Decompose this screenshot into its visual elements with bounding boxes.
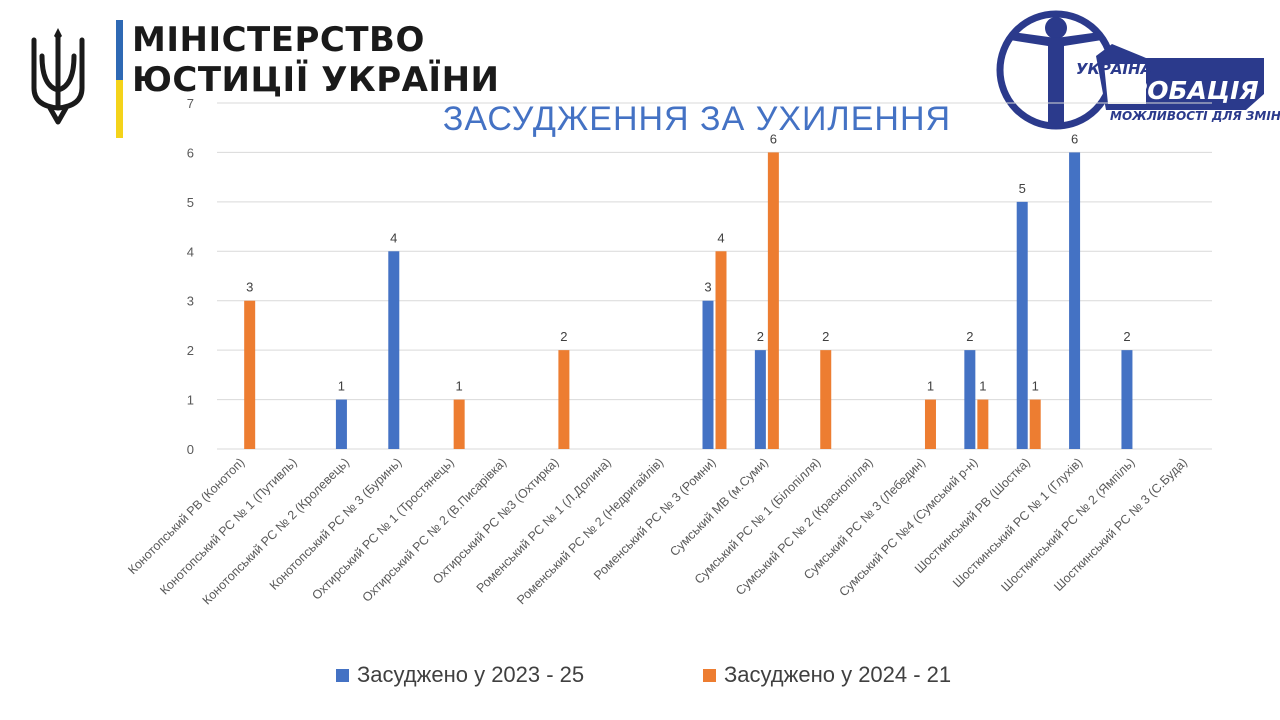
data-label: 3 <box>246 280 253 295</box>
probation-logo: УКРАЇНА ПРОБАЦІЯ МОЖЛИВОСТІ ДЛЯ ЗМІН <box>996 6 1280 140</box>
y-tick-label: 6 <box>187 145 194 160</box>
data-label: 1 <box>927 379 934 394</box>
legend-label: Засуджено у 2023 - 25 <box>357 662 584 687</box>
ministry-name-line1: МІНІСТЕРСТВО <box>132 20 425 60</box>
data-label: 4 <box>717 230 724 245</box>
data-label: 6 <box>1071 131 1078 146</box>
ministry-name-line2: ЮСТИЦІЇ УКРАЇНИ <box>132 60 500 100</box>
legend-swatch <box>703 669 716 682</box>
bar <box>388 251 400 449</box>
y-tick-label: 3 <box>187 294 194 309</box>
probation-country: УКРАЇНА <box>1076 60 1153 78</box>
bar <box>1121 350 1133 449</box>
probation-slogan: МОЖЛИВОСТІ ДЛЯ ЗМІН <box>1110 109 1280 123</box>
bar <box>977 399 989 449</box>
bar <box>1029 399 1041 449</box>
data-label: 4 <box>390 230 397 245</box>
data-label: 5 <box>1019 181 1026 196</box>
bar <box>767 152 779 449</box>
flag-yellow-bar <box>116 80 123 138</box>
bar <box>1069 152 1081 449</box>
y-tick-label: 7 <box>187 96 194 111</box>
trident-icon <box>31 28 85 125</box>
legend-swatch <box>336 669 349 682</box>
ministry-logo: МІНІСТЕРСТВО ЮСТИЦІЇ УКРАЇНИ <box>28 20 499 140</box>
y-tick-label: 1 <box>187 393 194 408</box>
bar <box>715 251 727 449</box>
bar <box>558 350 570 449</box>
data-label: 2 <box>822 329 829 344</box>
bar <box>244 300 256 449</box>
data-label: 2 <box>966 329 973 344</box>
bar <box>924 399 936 449</box>
bar <box>820 350 832 449</box>
data-label: 6 <box>770 131 777 146</box>
y-tick-label: 5 <box>187 195 194 210</box>
bar <box>453 399 465 449</box>
data-label: 1 <box>338 379 345 394</box>
data-label: 1 <box>456 379 463 394</box>
y-tick-label: 4 <box>187 244 194 259</box>
y-tick-label: 2 <box>187 343 194 358</box>
bar <box>702 300 714 449</box>
data-label: 1 <box>1032 379 1039 394</box>
bar <box>754 350 766 449</box>
bar <box>964 350 976 449</box>
legend-label: Засуджено у 2024 - 21 <box>724 662 951 687</box>
chart-title: ЗАСУДЖЕННЯ ЗА УХИЛЕННЯ <box>443 100 951 138</box>
probation-emblem-icon <box>996 10 1264 130</box>
data-label: 2 <box>1123 329 1130 344</box>
bar <box>335 399 347 449</box>
x-tick-label: Сумський МВ (м.Суми) <box>667 455 771 559</box>
data-label: 2 <box>757 329 764 344</box>
data-label: 2 <box>560 329 567 344</box>
y-tick-label: 0 <box>187 442 194 457</box>
flag-blue-bar <box>116 20 123 80</box>
probation-name: ПРОБАЦІЯ <box>1108 76 1259 105</box>
data-label: 3 <box>704 280 711 295</box>
data-label: 1 <box>979 379 986 394</box>
bar <box>1016 201 1028 449</box>
